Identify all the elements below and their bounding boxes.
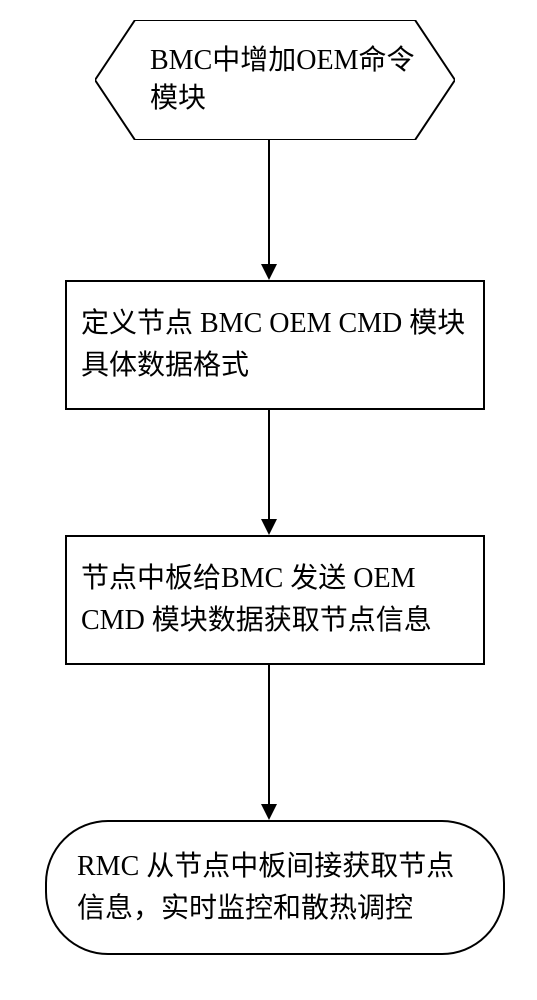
flow-node-define-format: 定义节点 BMC OEM CMD 模块具体数据格式 — [65, 280, 485, 410]
flowchart-container: BMC中增加OEM命令模块 定义节点 BMC OEM CMD 模块具体数据格式 … — [0, 0, 537, 1000]
node4-label: RMC 从节点中板间接获取节点信息，实时监控和散热调控 — [45, 820, 505, 955]
node3-label: 节点中板给BMC 发送 OEM CMD 模块数据获取节点信息 — [81, 558, 469, 642]
arrow-n3-n4 — [259, 665, 279, 820]
flow-node-start-hexagon: BMC中增加OEM命令模块 — [95, 20, 455, 140]
flow-node-send-cmd: 节点中板给BMC 发送 OEM CMD 模块数据获取节点信息 — [65, 535, 485, 665]
arrow-n1-n2 — [259, 140, 279, 280]
node2-label: 定义节点 BMC OEM CMD 模块具体数据格式 — [81, 303, 469, 387]
arrow-n2-n3 — [259, 410, 279, 535]
flow-node-end-rounded: RMC 从节点中板间接获取节点信息，实时监控和散热调控 — [45, 820, 505, 955]
node1-label: BMC中增加OEM命令模块 — [95, 20, 455, 140]
